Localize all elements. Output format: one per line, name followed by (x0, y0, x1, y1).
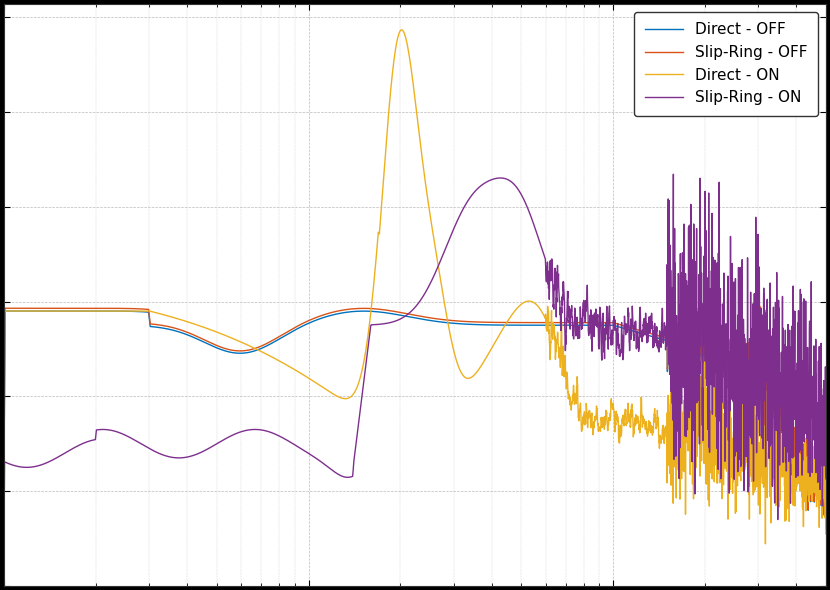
Slip-Ring - OFF (755, 366, 765, 373)
Direct - OFF (596, 322, 606, 329)
Direct - ON (351, 386, 361, 394)
Slip-Ring - OFF (389, 308, 399, 315)
Line: Direct - OFF: Direct - OFF (4, 309, 826, 528)
Slip-Ring - OFF (344, 306, 354, 313)
Slip-Ring - OFF (0, 444, 9, 451)
Direct - ON (821, 530, 830, 537)
Slip-Ring - OFF (796, 478, 806, 485)
Slip-Ring - ON (796, 291, 806, 298)
Direct - ON (344, 394, 354, 401)
Slip-Ring - ON (755, 409, 765, 416)
Line: Slip-Ring - ON: Slip-Ring - ON (4, 174, 826, 520)
Direct - OFF (0, 445, 9, 452)
Direct - OFF (684, 305, 694, 312)
Slip-Ring - ON (821, 476, 830, 483)
Slip-Ring - ON (344, 474, 354, 481)
Slip-Ring - OFF (351, 305, 361, 312)
Direct - OFF (389, 310, 399, 317)
Direct - OFF (796, 478, 806, 486)
Slip-Ring - OFF (821, 524, 830, 531)
Direct - ON (389, 52, 399, 59)
Legend: Direct - OFF, Slip-Ring - OFF, Direct - ON, Slip-Ring - ON: Direct - OFF, Slip-Ring - OFF, Direct - … (634, 12, 818, 116)
Direct - ON (755, 510, 765, 517)
Line: Direct - ON: Direct - ON (4, 30, 826, 544)
Direct - OFF (351, 308, 361, 315)
Slip-Ring - ON (351, 441, 361, 448)
Direct - ON (760, 540, 770, 548)
Slip-Ring - ON (773, 516, 783, 523)
Direct - ON (397, 27, 407, 34)
Direct - ON (596, 414, 606, 421)
Direct - OFF (344, 309, 354, 316)
Direct - ON (0, 417, 9, 424)
Direct - OFF (821, 525, 830, 532)
Slip-Ring - ON (668, 171, 678, 178)
Slip-Ring - OFF (684, 302, 694, 309)
Direct - OFF (755, 368, 765, 375)
Slip-Ring - ON (596, 335, 606, 342)
Slip-Ring - ON (389, 318, 399, 325)
Direct - ON (796, 470, 806, 477)
Slip-Ring - OFF (596, 319, 606, 326)
Line: Slip-Ring - OFF: Slip-Ring - OFF (4, 306, 826, 527)
Slip-Ring - ON (0, 508, 9, 515)
